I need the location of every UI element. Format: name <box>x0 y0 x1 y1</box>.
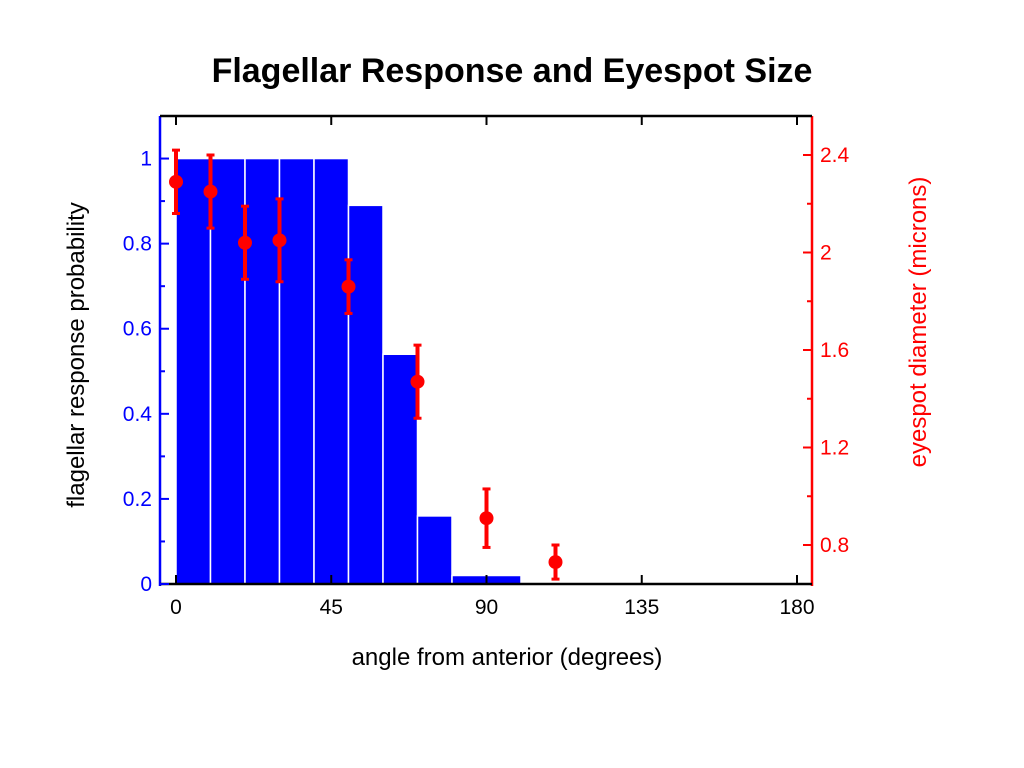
left-tick-label: 0 <box>140 573 152 596</box>
bar <box>416 515 453 585</box>
x-tick-label: 135 <box>624 596 659 619</box>
data-point <box>272 233 287 248</box>
right-tick-label: 2.4 <box>820 144 850 167</box>
right-tick-label: 2 <box>820 242 832 265</box>
bar <box>347 204 384 585</box>
x-ticks: 0 45 90 135 180 <box>170 116 815 619</box>
x-tick-label: 90 <box>475 596 498 619</box>
points-layer <box>169 148 563 581</box>
left-tick-label: 0.8 <box>123 233 152 256</box>
error-point <box>341 258 356 315</box>
error-point <box>203 153 218 230</box>
error-point <box>479 487 494 549</box>
error-point <box>410 343 425 420</box>
bar <box>451 574 488 585</box>
left-y-ticks: 0 0.2 0.4 0.6 0.8 1 <box>123 148 169 596</box>
bar <box>209 157 246 585</box>
right-y-axis-label: eyespot diameter (microns) <box>905 177 932 468</box>
chart-title: Flagellar Response and Eyespot Size <box>212 52 813 90</box>
data-point <box>341 279 356 294</box>
left-tick-label: 0.6 <box>123 318 152 341</box>
right-tick-label: 1.6 <box>820 339 849 362</box>
left-tick-label: 0.4 <box>123 403 153 426</box>
data-point <box>548 555 563 570</box>
x-tick-label: 45 <box>320 596 343 619</box>
bar <box>382 353 419 585</box>
error-point <box>238 204 252 281</box>
x-tick-label: 0 <box>170 596 182 619</box>
bar <box>278 157 315 585</box>
data-point <box>203 184 218 199</box>
right-y-ticks: 0.8 1.2 1.6 2 2.4 <box>803 144 850 557</box>
error-point <box>548 543 563 581</box>
error-point <box>272 197 287 284</box>
bar <box>175 157 212 585</box>
data-point <box>169 174 183 189</box>
left-tick-label: 1 <box>140 148 152 171</box>
right-tick-label: 1.2 <box>820 437 849 460</box>
data-point <box>410 374 425 389</box>
error-point <box>169 148 183 215</box>
bar <box>313 157 350 585</box>
bars-layer <box>175 157 522 585</box>
y-axis-label: flagellar response probability <box>63 202 90 508</box>
x-axis-label: angle from anterior (degrees) <box>352 644 663 671</box>
bar <box>485 574 522 585</box>
data-point <box>238 235 252 250</box>
x-tick-label: 180 <box>779 596 814 619</box>
data-point <box>479 511 494 526</box>
right-tick-label: 0.8 <box>820 534 849 557</box>
left-tick-label: 0.2 <box>123 488 152 511</box>
bar <box>244 157 281 585</box>
